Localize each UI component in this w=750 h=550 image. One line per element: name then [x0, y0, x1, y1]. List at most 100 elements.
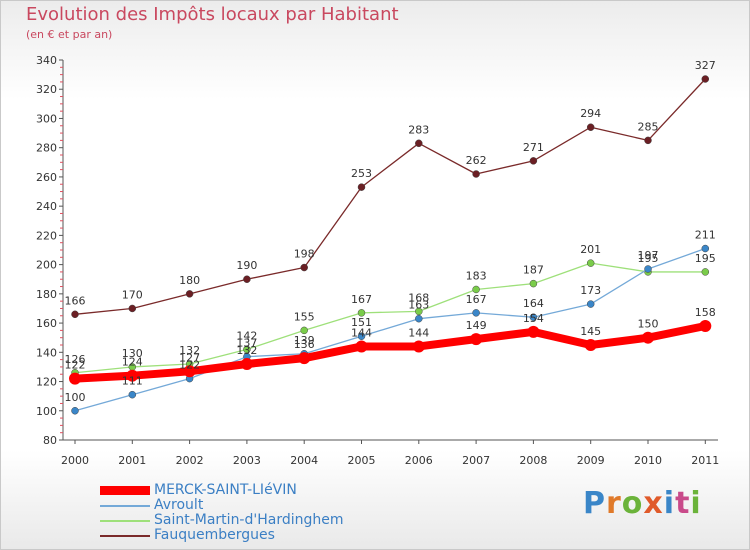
- data-label: 130: [122, 347, 143, 360]
- data-point: [472, 285, 480, 294]
- data-point: [470, 333, 483, 346]
- data-point: [527, 325, 540, 338]
- data-point: [357, 183, 366, 191]
- data-point: [701, 268, 710, 276]
- data-label: 262: [466, 154, 487, 167]
- data-point: [357, 309, 366, 317]
- data-label: 163: [408, 299, 429, 312]
- data-label: 132: [236, 344, 257, 357]
- data-label: 137: [236, 337, 257, 350]
- data-point: [644, 136, 652, 145]
- y-tick-label: 120: [36, 376, 57, 389]
- data-point: [126, 369, 139, 382]
- data-point: [128, 390, 137, 399]
- y-tick-label: 200: [36, 259, 57, 272]
- data-point: [357, 332, 366, 340]
- legend-label-saint-martin: Saint-Martin-d'Hardinghem: [154, 512, 344, 528]
- y-tick-label: 140: [36, 346, 57, 359]
- data-point: [298, 352, 311, 365]
- legend-swatch-saint-martin: [100, 520, 150, 522]
- y-tick-label: 180: [36, 288, 57, 301]
- data-point: [586, 300, 595, 308]
- legend-label-fauquembergues: Fauquembergues: [154, 527, 275, 543]
- data-label: 253: [351, 167, 372, 180]
- data-label: 170: [122, 288, 143, 301]
- data-point: [300, 263, 308, 272]
- series-line-3: [71, 322, 710, 383]
- y-tick-label: 240: [36, 200, 57, 213]
- data-point: [644, 265, 652, 273]
- data-label: 167: [351, 293, 372, 306]
- data-label: 164: [523, 297, 544, 310]
- y-tick-label: 260: [36, 171, 57, 184]
- data-label: 180: [179, 274, 200, 287]
- data-point: [128, 304, 137, 313]
- data-label: 127: [179, 351, 200, 364]
- y-tick-label: 160: [36, 317, 57, 330]
- data-point: [586, 259, 595, 267]
- data-label: 211: [695, 229, 716, 242]
- data-point: [701, 244, 710, 253]
- data-label: 142: [236, 329, 257, 342]
- data-label: 195: [695, 252, 716, 265]
- data-label: 136: [294, 338, 315, 351]
- data-point: [69, 372, 81, 385]
- legend-label-merck: MERCK-SAINT-LIéVIN: [154, 482, 297, 498]
- data-point: [412, 340, 425, 353]
- data-point: [300, 326, 308, 335]
- series-line-2: [74, 247, 706, 412]
- data-label: 283: [408, 123, 429, 136]
- data-point: [529, 157, 538, 165]
- data-label: 155: [294, 310, 315, 323]
- data-label: 198: [294, 248, 315, 261]
- data-point: [529, 279, 538, 288]
- data-label: 144: [408, 326, 429, 339]
- data-point: [185, 290, 194, 298]
- x-tick-label: 2011: [691, 454, 719, 467]
- x-tick-label: 2000: [61, 454, 89, 467]
- data-label: 285: [638, 120, 659, 133]
- data-label: 168: [408, 291, 429, 304]
- data-label: 139: [294, 334, 315, 347]
- data-label: 327: [695, 59, 716, 72]
- data-point: [240, 358, 253, 370]
- data-point: [415, 314, 423, 323]
- legend-swatch-avroult: [100, 505, 150, 507]
- data-point: [472, 170, 480, 178]
- data-label: 126: [65, 353, 86, 366]
- data-label: 294: [580, 107, 601, 120]
- data-point: [243, 275, 251, 283]
- data-point: [71, 407, 79, 415]
- data-point: [586, 123, 595, 131]
- data-label: 132: [179, 344, 200, 357]
- x-tick-label: 2009: [577, 454, 605, 467]
- data-point: [529, 313, 538, 321]
- data-label: 150: [638, 318, 659, 331]
- y-tick-label: 220: [36, 229, 57, 242]
- x-tick-label: 2004: [290, 454, 318, 467]
- data-point: [183, 365, 196, 378]
- data-label: 124: [122, 356, 143, 369]
- data-label: 158: [695, 306, 716, 319]
- data-point: [415, 139, 423, 148]
- data-label: 100: [65, 391, 86, 404]
- x-tick-label: 2003: [233, 454, 261, 467]
- x-tick-label: 2007: [462, 454, 490, 467]
- data-label: 173: [580, 284, 601, 297]
- x-tick-label: 2010: [634, 454, 662, 467]
- data-label: 149: [466, 319, 487, 332]
- legend-swatch-fauquembergues: [100, 535, 150, 537]
- x-tick-label: 2005: [348, 454, 376, 467]
- y-tick-label: 100: [36, 405, 57, 418]
- data-label: 190: [236, 259, 257, 272]
- data-label: 271: [523, 141, 544, 154]
- data-point: [355, 340, 368, 353]
- data-label: 145: [580, 325, 601, 338]
- data-label: 183: [466, 269, 487, 282]
- series-line-1: [74, 262, 706, 374]
- data-label: 122: [65, 359, 86, 372]
- legend-label-avroult: Avroult: [154, 497, 204, 513]
- y-tick-label: 280: [36, 142, 57, 155]
- data-label: 187: [523, 264, 544, 277]
